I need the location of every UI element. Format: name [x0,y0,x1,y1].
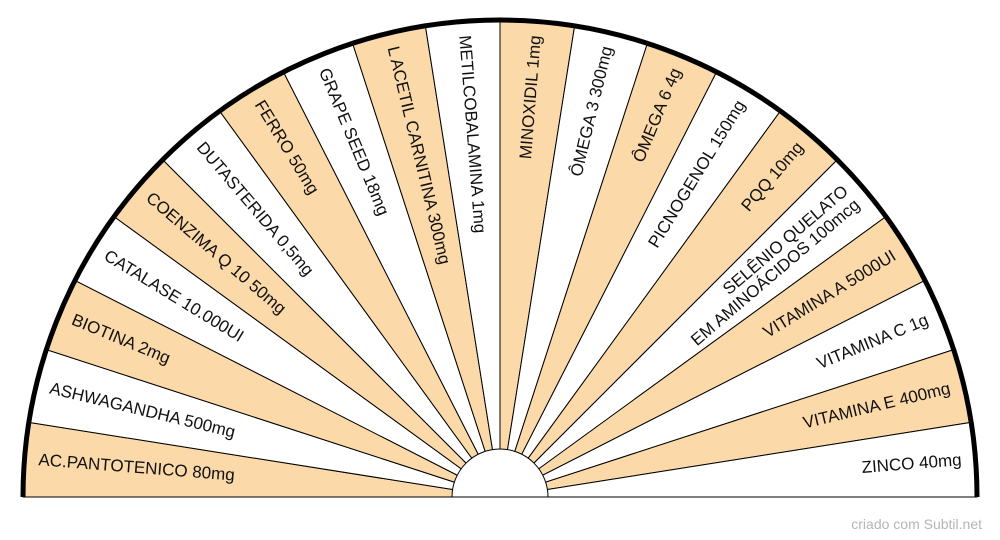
credit-text: criado com Subtil.net [851,516,982,532]
outer-rim-arc [20,17,980,498]
center-hub [451,448,549,498]
fan-slices [22,19,978,498]
